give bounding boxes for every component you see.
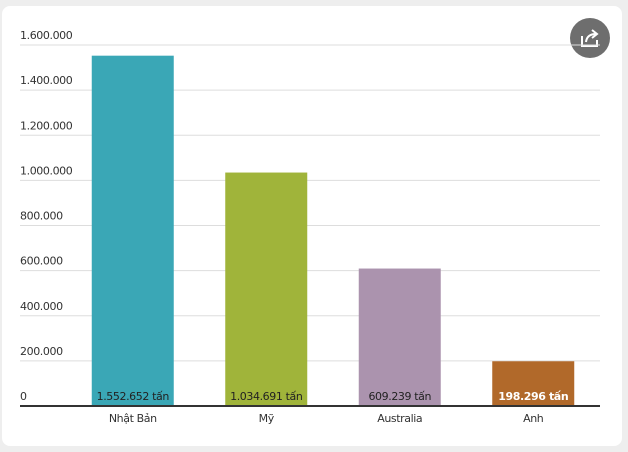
- bar: [91, 55, 174, 406]
- value-label: 609.239 tấn: [368, 390, 431, 403]
- value-label: 1.034.691 tấn: [230, 390, 303, 403]
- y-tick-label: 600.000: [20, 255, 63, 268]
- share-icon[interactable]: [581, 29, 599, 47]
- share-circle[interactable]: [570, 18, 610, 58]
- y-tick-label: 1.600.000: [20, 29, 73, 42]
- bar: [492, 361, 575, 406]
- x-tick-label: Australia: [377, 412, 422, 425]
- y-tick-label: 800.000: [20, 210, 63, 223]
- value-label: 198.296 tấn: [498, 390, 568, 403]
- y-tick-label: 1.400.000: [20, 74, 73, 87]
- y-tick-label: 200.000: [20, 345, 63, 358]
- share-button[interactable]: [570, 18, 610, 58]
- x-tick-label: Anh: [523, 412, 544, 425]
- x-tick-label: Mỹ: [259, 412, 275, 425]
- bar: [225, 172, 308, 406]
- x-tick-label: Nhật Bản: [109, 412, 157, 425]
- y-tick-label: 400.000: [20, 300, 63, 313]
- y-tick-label: 1.200.000: [20, 119, 73, 132]
- y-tick-label: 1.000.000: [20, 164, 73, 177]
- value-label: 1.552.652 tấn: [97, 390, 170, 403]
- y-tick-label: 0: [20, 390, 27, 403]
- bar: [358, 268, 441, 406]
